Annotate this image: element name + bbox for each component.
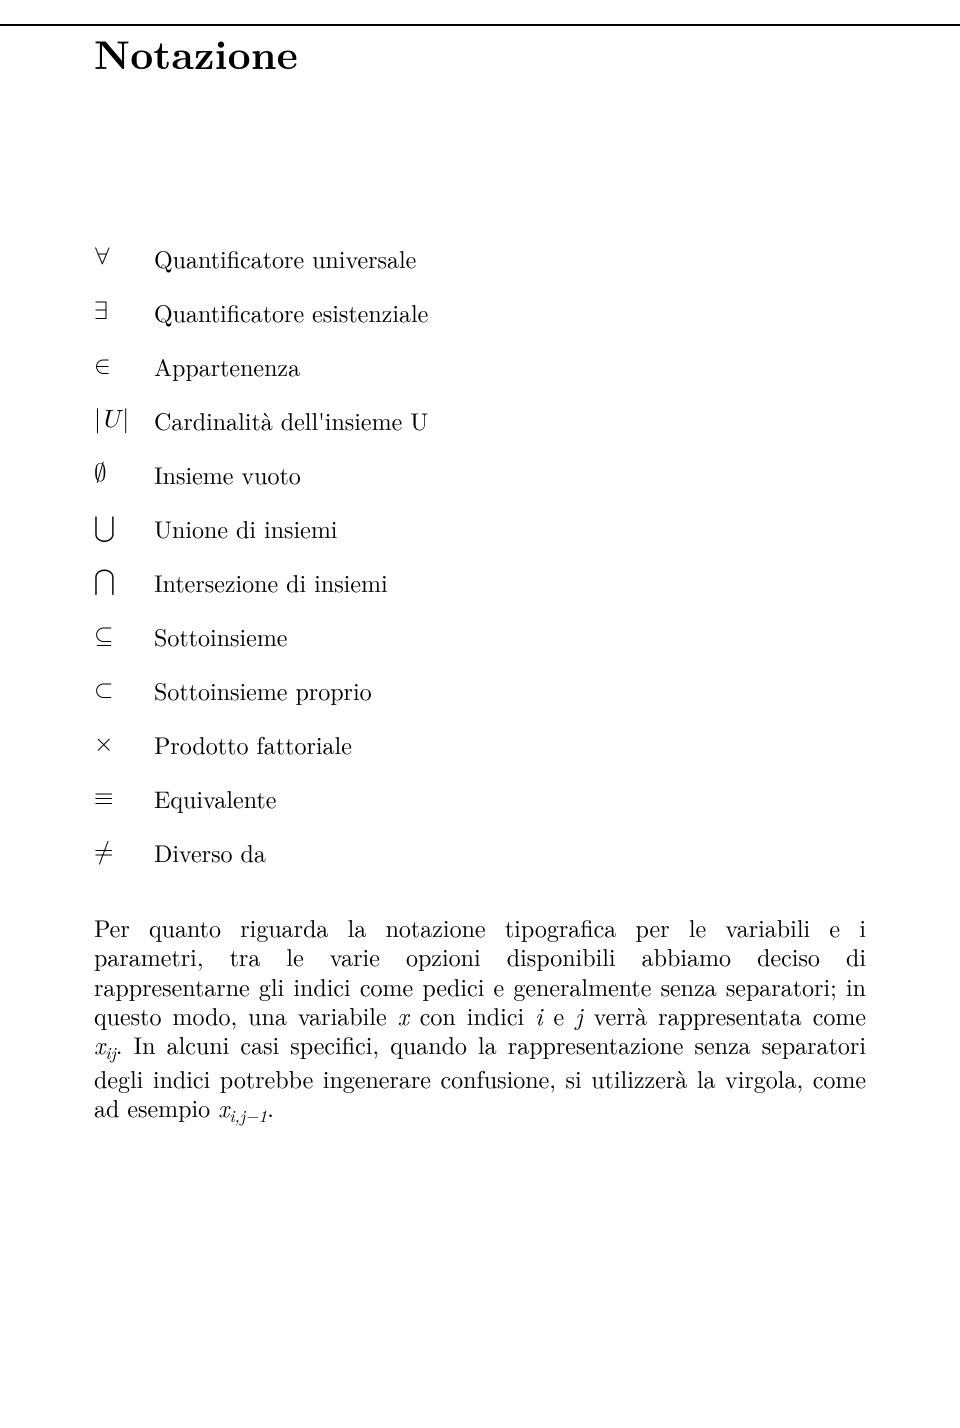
notation-description: Diverso da bbox=[154, 825, 428, 879]
notation-row: ⋃Unione di insiemi bbox=[94, 501, 428, 555]
notation-description: Appartenenza bbox=[154, 339, 428, 393]
notation-description: Sottoinsieme proprio bbox=[154, 663, 428, 717]
explanatory-paragraph: Per quanto riguarda la notazione tipogra… bbox=[94, 913, 866, 1127]
notation-row: ∀Quantificatore universale bbox=[94, 231, 428, 285]
page-title: Notazione bbox=[94, 24, 866, 81]
notation-row: |U |Cardinalità dell'insieme U bbox=[94, 393, 428, 447]
notation-description: Insieme vuoto bbox=[154, 447, 428, 501]
notation-symbol: |U | bbox=[94, 393, 154, 447]
notation-row: ⊂Sottoinsieme proprio bbox=[94, 663, 428, 717]
notation-symbol: ≡ bbox=[94, 771, 154, 825]
notation-symbol: ⊂ bbox=[94, 663, 154, 717]
notation-symbol: ∈ bbox=[94, 339, 154, 393]
notation-table: ∀Quantificatore universale∃Quantificator… bbox=[94, 231, 428, 879]
notation-symbol: ≠ bbox=[94, 825, 154, 879]
notation-description: Equivalente bbox=[154, 771, 428, 825]
notation-symbol: ⊆ bbox=[94, 609, 154, 663]
notation-symbol: ⋂ bbox=[94, 555, 154, 609]
notation-description: Intersezione di insiemi bbox=[154, 555, 428, 609]
notation-description: Unione di insiemi bbox=[154, 501, 428, 555]
notation-row: ∃Quantificatore esistenziale bbox=[94, 285, 428, 339]
notation-symbol: ⋃ bbox=[94, 501, 154, 555]
notation-description: Sottoinsieme bbox=[154, 609, 428, 663]
notation-row: ∅Insieme vuoto bbox=[94, 447, 428, 501]
notation-row: ≠Diverso da bbox=[94, 825, 428, 879]
notation-symbol: ∅ bbox=[94, 447, 154, 501]
notation-description: Prodotto fattoriale bbox=[154, 717, 428, 771]
notation-description: Cardinalità dell'insieme U bbox=[154, 393, 428, 447]
notation-row: ≡Equivalente bbox=[94, 771, 428, 825]
top-rule bbox=[0, 24, 960, 26]
notation-row: ⋂Intersezione di insiemi bbox=[94, 555, 428, 609]
notation-row: ×Prodotto fattoriale bbox=[94, 717, 428, 771]
notation-symbol: ∀ bbox=[94, 231, 154, 285]
notation-description: Quantificatore universale bbox=[154, 231, 428, 285]
notation-row: ⊆Sottoinsieme bbox=[94, 609, 428, 663]
notation-symbol: ∃ bbox=[94, 285, 154, 339]
notation-description: Quantificatore esistenziale bbox=[154, 285, 428, 339]
notation-row: ∈Appartenenza bbox=[94, 339, 428, 393]
document-page: Notazione ∀Quantificatore universale∃Qua… bbox=[0, 24, 960, 1428]
notation-symbol: × bbox=[94, 717, 154, 771]
